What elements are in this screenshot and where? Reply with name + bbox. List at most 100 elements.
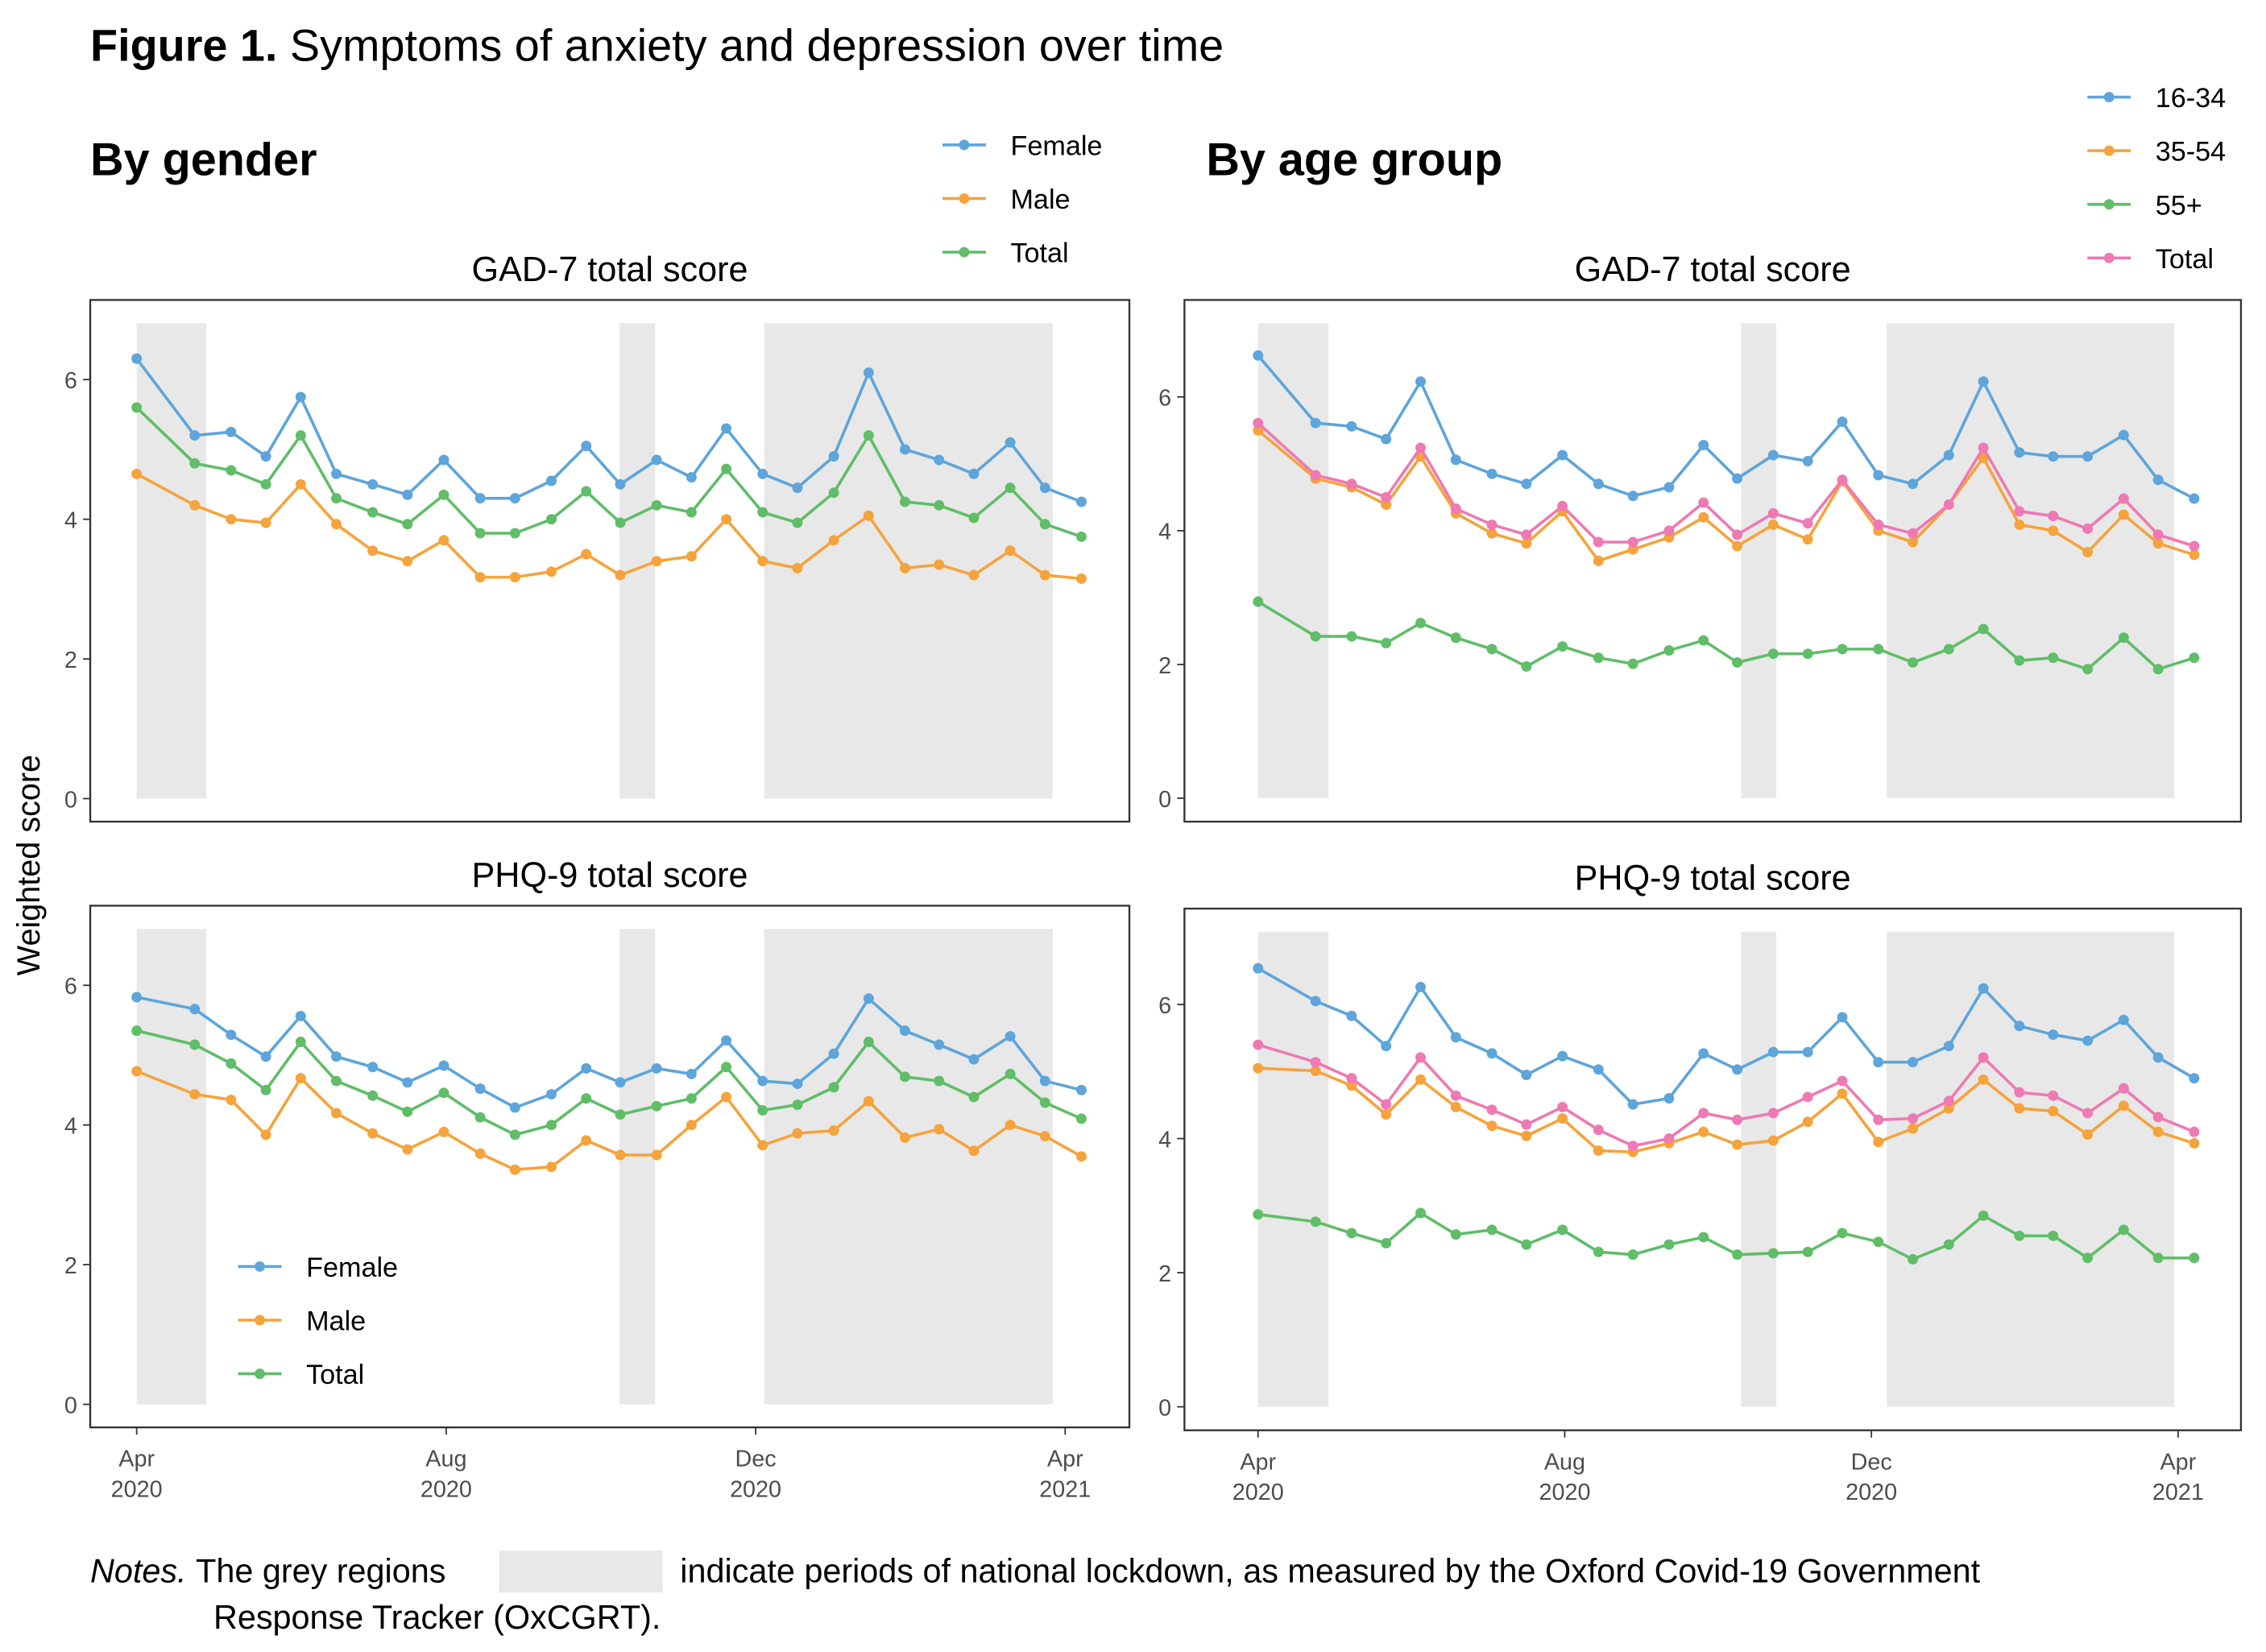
- data-point: [1521, 1070, 1532, 1080]
- data-point: [2118, 429, 2129, 441]
- data-point: [2014, 1021, 2025, 1032]
- data-point: [330, 468, 342, 479]
- data-point: [1767, 648, 1779, 660]
- data-point: [721, 463, 732, 474]
- data-point: [189, 1089, 201, 1100]
- data-point: [1486, 1104, 1498, 1116]
- panel-title: PHQ-9 total score: [1575, 859, 1851, 898]
- data-point: [581, 1135, 592, 1146]
- data-point: [1075, 1151, 1087, 1162]
- data-point: [1075, 1084, 1087, 1095]
- data-point: [367, 1090, 379, 1101]
- data-point: [295, 1010, 306, 1021]
- data-point: [757, 556, 768, 567]
- data-point: [1837, 474, 1848, 486]
- data-point: [1486, 468, 1498, 479]
- data-point: [934, 1039, 945, 1050]
- data-point: [968, 1054, 980, 1065]
- data-point: [1310, 996, 1321, 1007]
- notes-text: The grey regions: [196, 1553, 445, 1590]
- x-tick-label-part: Apr: [118, 1447, 155, 1472]
- data-point: [792, 1079, 803, 1090]
- data-point: [2082, 1035, 2094, 1046]
- x-tick-label: Aug 2020: [1539, 1449, 1590, 1505]
- data-point: [2189, 1126, 2200, 1137]
- data-point: [1381, 637, 1392, 648]
- y-tick-label: 4: [64, 1113, 77, 1139]
- x-tick-label-part: 2020: [420, 1476, 472, 1502]
- data-point: [1732, 540, 1743, 552]
- data-point: [1381, 1109, 1392, 1120]
- data-point: [1415, 1207, 1426, 1219]
- data-point: [581, 486, 592, 497]
- data-point: [1346, 1010, 1357, 1021]
- data-point: [1698, 440, 1709, 451]
- legend-label: Total: [306, 1360, 364, 1390]
- data-point: [1253, 1062, 1264, 1074]
- data-point: [1310, 470, 1321, 481]
- data-point: [1698, 635, 1709, 646]
- legend-dot: [2103, 145, 2115, 156]
- data-point: [226, 426, 237, 437]
- data-point: [1593, 1246, 1604, 1257]
- data-point: [1486, 1224, 1498, 1236]
- y-tick-label: 0: [1158, 1395, 1171, 1421]
- data-point: [2118, 493, 2129, 504]
- data-point: [1978, 442, 1989, 453]
- data-point: [1253, 1209, 1264, 1220]
- data-point: [721, 1062, 732, 1073]
- data-point: [863, 993, 874, 1004]
- data-point: [1039, 519, 1050, 530]
- data-point: [1908, 1113, 1919, 1124]
- data-point: [863, 367, 874, 379]
- data-point: [1943, 499, 1954, 510]
- x-tick-label-part: Dec: [735, 1447, 776, 1472]
- data-point: [1310, 1057, 1321, 1068]
- data-point: [330, 493, 342, 504]
- data-point: [828, 487, 839, 499]
- data-point: [1310, 1066, 1321, 1076]
- data-point: [968, 1091, 980, 1103]
- data-point: [295, 1073, 306, 1084]
- data-point: [1557, 1224, 1568, 1236]
- y-tick-label: 2: [1158, 1261, 1171, 1287]
- data-point: [1557, 1050, 1568, 1062]
- data-point: [721, 514, 732, 525]
- data-point: [1521, 478, 1532, 490]
- data-point: [934, 499, 945, 511]
- x-tick-label: Apr 2021: [2152, 1449, 2204, 1505]
- data-point: [131, 1066, 143, 1077]
- data-point: [1627, 1099, 1638, 1110]
- data-point: [1450, 503, 1461, 514]
- data-point: [474, 1083, 486, 1095]
- data-point: [260, 1051, 271, 1062]
- data-point: [828, 1125, 839, 1137]
- data-point: [1346, 420, 1357, 432]
- data-point: [1837, 416, 1848, 428]
- data-point: [1698, 497, 1709, 508]
- data-point: [1698, 1048, 1709, 1059]
- data-point: [2152, 1126, 2164, 1137]
- data-point: [438, 1060, 449, 1071]
- notes-text: Response Tracker (OxCGRT).: [213, 1599, 661, 1636]
- y-tick-label: 4: [1158, 1127, 1171, 1153]
- data-point: [2118, 1083, 2129, 1094]
- data-point: [1253, 350, 1264, 361]
- data-point: [1253, 596, 1264, 607]
- x-tick-label-part: Apr: [1047, 1447, 1083, 1472]
- data-point: [792, 562, 803, 573]
- data-point: [828, 535, 839, 546]
- data-point: [2189, 1073, 2200, 1084]
- data-point: [2189, 540, 2200, 552]
- plot-frame: [89, 905, 1131, 1429]
- legend-dot: [2103, 252, 2115, 263]
- data-point: [1557, 1113, 1568, 1124]
- plot-frame: [89, 299, 1131, 823]
- data-point: [1802, 1246, 1813, 1257]
- data-point: [1381, 1099, 1392, 1110]
- data-point: [402, 489, 413, 500]
- data-point: [1521, 538, 1532, 549]
- data-point: [2048, 1090, 2059, 1101]
- data-point: [757, 507, 768, 518]
